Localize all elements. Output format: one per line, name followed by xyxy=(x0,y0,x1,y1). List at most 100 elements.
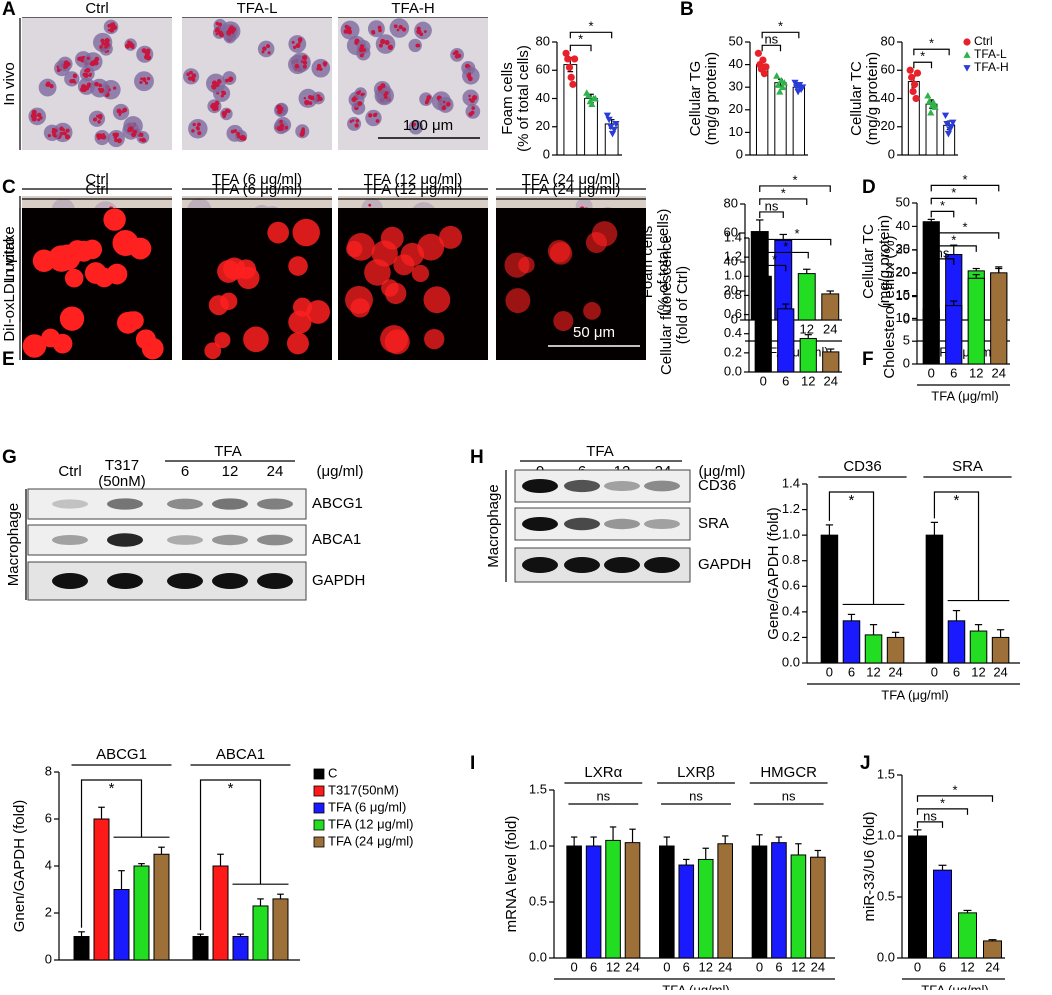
data-point xyxy=(949,119,957,127)
blot-header: T317 xyxy=(105,457,139,474)
lipid-droplet xyxy=(452,52,456,55)
cell xyxy=(288,256,308,276)
bar xyxy=(822,351,840,373)
lipid-droplet xyxy=(351,119,355,122)
data-point xyxy=(571,55,579,63)
lipid-droplet xyxy=(393,24,398,29)
lipid-droplet xyxy=(97,113,103,119)
data-point xyxy=(569,80,577,88)
lipid-droplet xyxy=(122,107,128,113)
row-label: ABCA1 xyxy=(312,531,361,548)
y-tick-label: 40 xyxy=(729,56,743,71)
image-label: Ctrl xyxy=(85,181,108,198)
lipid-droplet xyxy=(37,118,41,122)
lipid-droplet xyxy=(102,132,105,136)
lipid-droplet xyxy=(89,62,93,66)
significance-label: * xyxy=(778,19,783,34)
data-point xyxy=(584,92,593,99)
lipid-droplet xyxy=(52,132,57,137)
x-tick-label: 0 xyxy=(756,959,763,974)
band xyxy=(564,517,600,531)
y-axis-label: Cellular fluorescence xyxy=(658,235,675,375)
y-tick-label: 1.5 xyxy=(529,781,547,796)
lipid-droplet xyxy=(191,129,195,133)
panel-letter: A xyxy=(2,0,16,20)
data-point xyxy=(567,73,575,81)
bar xyxy=(678,864,695,959)
data-point xyxy=(931,103,939,110)
image-label: TFA (6 μg/ml) xyxy=(212,171,302,188)
band xyxy=(604,557,640,573)
legend-label: C xyxy=(328,765,337,780)
lipid-droplet xyxy=(86,56,90,60)
y-tick-label: 4 xyxy=(45,857,52,872)
lipid-droplet xyxy=(310,95,315,99)
lipid-droplet xyxy=(468,94,471,98)
cell xyxy=(354,87,367,100)
data-point xyxy=(760,70,769,78)
significance-label: * xyxy=(578,32,583,47)
lipid-droplet xyxy=(62,131,67,136)
panel-letter: E xyxy=(2,349,15,370)
cell xyxy=(585,231,607,254)
bar xyxy=(605,839,621,959)
data-point xyxy=(779,83,787,91)
lipid-droplet xyxy=(241,134,245,139)
image-label: TFA (12 μg/ml) xyxy=(364,181,463,198)
significance-bracket xyxy=(933,491,980,601)
blot-header: (μg/ml) xyxy=(317,463,364,480)
significance-label: * xyxy=(772,252,777,267)
data-point xyxy=(603,112,611,120)
side-label: DiI-oxLDL uptake xyxy=(1,226,18,341)
panel-letter: G xyxy=(2,447,17,468)
y-axis-label: Cholesterol efflux (%) xyxy=(881,235,898,378)
cell xyxy=(286,332,309,355)
lipid-droplet xyxy=(139,138,143,142)
data-point xyxy=(762,63,770,71)
lipid-droplet xyxy=(63,66,67,70)
blot-header: TFA xyxy=(214,443,242,460)
lipid-droplet xyxy=(192,122,196,127)
significance-label: * xyxy=(781,185,786,200)
significance-label: * xyxy=(794,226,799,241)
y-axis-label: Foam cells xyxy=(639,226,656,299)
significance-bracket xyxy=(913,48,950,56)
cell xyxy=(54,244,81,271)
data-point xyxy=(562,49,570,57)
legend-swatch xyxy=(313,785,325,797)
lipid-droplet xyxy=(109,22,115,28)
x-tick-label: 6 xyxy=(939,959,946,974)
cell xyxy=(290,52,311,73)
y-tick-label: 1.4 xyxy=(782,475,800,490)
significance-bracket xyxy=(569,44,592,52)
y-tick-label: 0.5 xyxy=(529,893,547,908)
lipid-droplet xyxy=(36,112,42,118)
panel-letter: H xyxy=(470,447,484,468)
bar xyxy=(820,534,839,664)
cell xyxy=(367,20,385,38)
x-tick-label: 24 xyxy=(718,959,732,974)
data-point xyxy=(774,81,782,88)
cell xyxy=(347,116,362,131)
x-tick-label: 12 xyxy=(971,664,985,679)
x-axis-label: TFA (μg/ml) xyxy=(921,982,988,990)
significance-label: * xyxy=(962,219,967,234)
lipid-droplet xyxy=(196,126,200,131)
legend-label: TFA (12 μg/ml) xyxy=(328,816,414,831)
cell xyxy=(400,242,425,267)
lipid-droplet xyxy=(471,106,476,110)
data-point xyxy=(588,100,596,108)
lipid-droplet xyxy=(380,38,386,45)
cell xyxy=(345,285,373,314)
band xyxy=(212,534,248,546)
significance-label: * xyxy=(951,232,956,247)
cell xyxy=(38,78,57,97)
lipid-droplet xyxy=(77,56,82,62)
lipid-droplet xyxy=(467,72,472,76)
x-tick-label: 0 xyxy=(760,373,767,388)
legend-label: TFA (6 μg/ml) xyxy=(328,799,406,814)
y-tick-label: 0 xyxy=(731,311,738,326)
y-tick-label: 0.0 xyxy=(782,654,800,669)
lipid-droplet xyxy=(73,73,77,78)
bar xyxy=(969,630,988,664)
